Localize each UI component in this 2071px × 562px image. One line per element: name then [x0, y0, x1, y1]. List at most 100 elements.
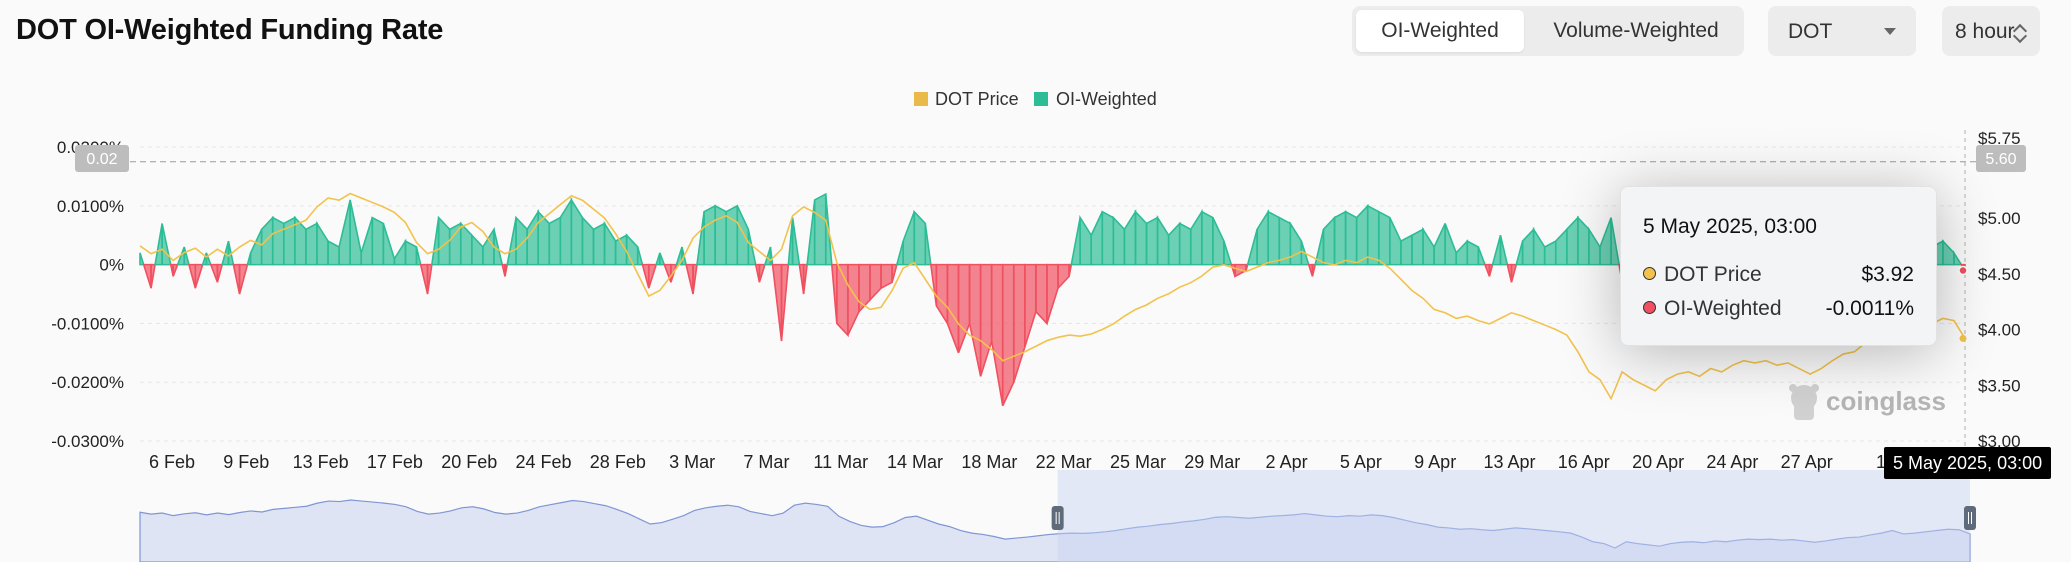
- funding-bar: [1355, 203, 1369, 266]
- funding-bar: [1554, 227, 1568, 266]
- x-tick-label: 18 Mar: [961, 452, 1017, 472]
- x-tick-label: 25 Mar: [1110, 452, 1166, 472]
- funding-bar: [592, 222, 606, 266]
- funding-bar: [780, 263, 790, 342]
- right-tick-label: $5.00: [1978, 209, 2021, 228]
- funding-bar: [1455, 239, 1469, 266]
- funding-bar: [382, 223, 396, 266]
- x-tick-label: 20 Feb: [441, 452, 497, 472]
- crosshair-left-value: 0.02: [86, 151, 117, 168]
- coin-select[interactable]: DOT: [1768, 6, 1916, 56]
- price-series: [139, 192, 1966, 401]
- funding-bar: [1001, 263, 1015, 407]
- chart-legend: DOT Price OI-Weighted: [914, 89, 1157, 109]
- funding-bar: [150, 263, 157, 289]
- legend-item-dot-price[interactable]: DOT Price: [914, 89, 1019, 109]
- funding-bar: [1070, 217, 1081, 266]
- x-tick-label: 2 Apr: [1266, 452, 1308, 472]
- x-tick-label: 5 Apr: [1340, 452, 1382, 472]
- tab-oi-weighted[interactable]: OI-Weighted: [1356, 10, 1524, 52]
- tooltip-row-oi: OI-Weighted -0.0011%: [1643, 297, 1914, 321]
- funding-bar: [935, 263, 949, 327]
- funding-bar: [1344, 210, 1358, 266]
- funding-bar: [506, 217, 517, 266]
- funding-bar: [1499, 235, 1509, 266]
- funding-bar: [1577, 215, 1590, 266]
- funding-bar: [1366, 204, 1380, 266]
- funding-bar: [1377, 210, 1391, 266]
- crosshair-point-funding: [1958, 265, 1968, 276]
- tooltip-date: 5 May 2025, 03:00: [1643, 215, 1817, 238]
- x-tick-label: 20 Apr: [1632, 452, 1684, 472]
- funding-bar: [1046, 263, 1059, 324]
- funding-bar: [1156, 214, 1170, 266]
- funding-bar: [1322, 215, 1336, 266]
- funding-bar: [537, 209, 551, 266]
- funding-bar: [338, 199, 351, 266]
- funding-bar: [968, 263, 982, 377]
- funding-bar: [139, 252, 145, 266]
- funding-bar: [1079, 214, 1093, 266]
- x-tick-label: 7 Mar: [743, 452, 789, 472]
- coinglass-logo-icon: [1789, 384, 1819, 420]
- navigator-series: [139, 499, 1971, 562]
- funding-bar: [1223, 240, 1233, 266]
- funding-bar: [891, 263, 898, 283]
- funding-bar: [1057, 263, 1070, 291]
- funding-bar: [548, 216, 562, 266]
- funding-bar: [1201, 210, 1214, 266]
- funding-bar: [205, 252, 212, 266]
- funding-bar: [187, 263, 197, 289]
- funding-bar: [1189, 208, 1203, 266]
- funding-bar: [1145, 216, 1159, 266]
- coin-select-value: DOT: [1788, 20, 1833, 43]
- watermark: coinglass: [1789, 384, 1946, 420]
- right-tick-label: $3.00: [1978, 432, 2021, 451]
- funding-bar: [1543, 239, 1557, 266]
- funding-bar: [316, 220, 329, 266]
- funding-bar: [1035, 263, 1048, 326]
- funding-bar: [802, 263, 808, 295]
- funding-bar: [1515, 240, 1524, 266]
- navigator-selection: [1057, 470, 1970, 562]
- funding-bar: [957, 263, 971, 354]
- navigator-handle-right[interactable]: [1964, 506, 1976, 530]
- interval-select[interactable]: 8 hour: [1942, 6, 2040, 56]
- funding-bar: [172, 263, 179, 277]
- funding-bar: [415, 246, 422, 266]
- right-tick-label: $3.50: [1978, 376, 2021, 395]
- funding-bar: [194, 263, 204, 289]
- legend-item-oi-weighted[interactable]: OI-Weighted: [1034, 89, 1157, 109]
- funding-bar: [1444, 223, 1458, 266]
- funding-bar: [404, 239, 418, 266]
- funding-bar: [232, 263, 241, 295]
- right-axis: $5.75 $5.00 $4.50 $4.00 $3.50 $3.00: [1978, 129, 2021, 451]
- funding-bar: [570, 197, 584, 266]
- data-tooltip: 5 May 2025, 03:00 DOT Price $3.92 OI-Wei…: [1620, 186, 1937, 346]
- navigator-handle-left[interactable]: [1051, 506, 1064, 530]
- weighting-toggle: OI-Weighted Volume-Weighted: [1352, 6, 1744, 56]
- range-navigator[interactable]: [139, 470, 1976, 562]
- x-tick-label: 11 Mar: [813, 452, 868, 472]
- handle-grip: [1964, 506, 1976, 530]
- funding-bar: [747, 229, 757, 266]
- funding-bar: [895, 240, 904, 266]
- funding-bar: [1588, 226, 1601, 266]
- funding-bar: [714, 204, 728, 266]
- x-tick-label: 16 Apr: [1558, 452, 1610, 472]
- x-tick-label: 22 Mar: [1036, 452, 1092, 472]
- tooltip-value-price: $3.92: [1861, 263, 1914, 286]
- tab-volume-weighted[interactable]: Volume-Weighted: [1553, 19, 1719, 42]
- x-tick-label: 13 Apr: [1483, 452, 1535, 472]
- funding-bar: [426, 263, 433, 295]
- funding-bar: [1466, 239, 1480, 266]
- funding-bar: [260, 215, 274, 266]
- funding-bar: [349, 199, 363, 266]
- x-tick-label: 27 Apr: [1781, 452, 1833, 472]
- funding-bar: [216, 263, 224, 283]
- funding-bar: [1610, 217, 1621, 266]
- right-tick-label: $4.50: [1978, 265, 2021, 284]
- funding-bar: [659, 252, 666, 266]
- legend-swatch-oi-weighted: [1034, 92, 1048, 106]
- funding-bar: [929, 263, 938, 306]
